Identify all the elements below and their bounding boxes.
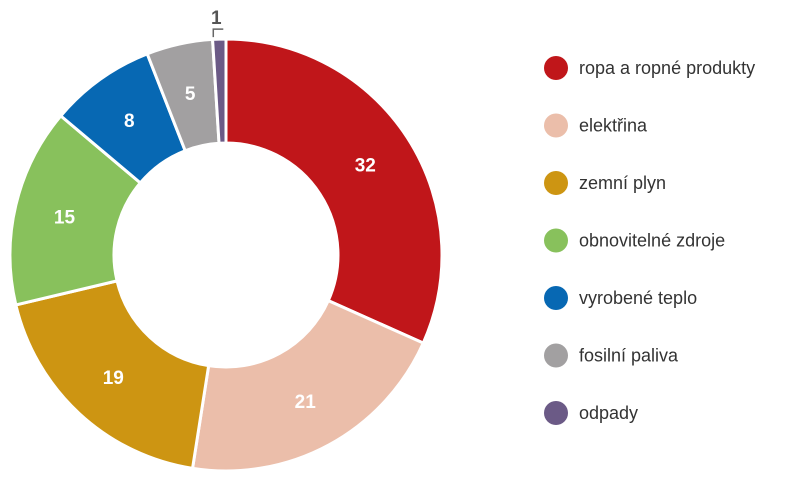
legend-swatch bbox=[544, 113, 568, 138]
legend-item-vyrobene-teplo: vyrobené teplo bbox=[544, 286, 697, 310]
data-label-ropa-a-ropne-produkty: 32 bbox=[355, 156, 376, 177]
slice-labels-group: 32 21 19 15 8 5 1 bbox=[54, 8, 376, 413]
slice-odpady bbox=[210, 37, 228, 145]
legend-label: vyrobené teplo bbox=[579, 288, 697, 308]
legend-label: odpady bbox=[579, 403, 638, 423]
slice-elektrina bbox=[190, 298, 426, 473]
callout-line-odpady bbox=[212, 28, 224, 38]
data-label-elektrina: 21 bbox=[295, 392, 317, 413]
data-label-odpady: 1 bbox=[211, 8, 222, 29]
legend-swatch bbox=[544, 343, 568, 368]
data-label-zemni-plyn: 19 bbox=[103, 368, 124, 389]
legend-swatch bbox=[544, 171, 568, 195]
data-label-vyrobene-teplo: 8 bbox=[124, 111, 135, 132]
data-label-obnovitelne-zdroje: 15 bbox=[54, 208, 76, 229]
legend-swatch bbox=[544, 401, 568, 425]
legend: ropa a ropné produkty elektřina zemní plyn… bbox=[544, 56, 755, 425]
legend-item-elektrina: elektřina bbox=[544, 113, 648, 138]
data-label-fosilni-paliva: 5 bbox=[185, 84, 196, 105]
slices-group bbox=[8, 37, 444, 473]
legend-item-obnovitelne-zdroje: obnovitelné zdroje bbox=[544, 228, 725, 253]
legend-swatch bbox=[544, 228, 568, 253]
legend-item-ropa-a-ropne-produkty: ropa a ropné produkty bbox=[544, 56, 755, 80]
slice-ropa-a-ropne-produkty bbox=[224, 37, 444, 346]
legend-label: elektřina bbox=[579, 116, 648, 136]
legend-label: ropa a ropné produkty bbox=[579, 58, 755, 78]
slice-obnovitelne-zdroje bbox=[8, 113, 143, 307]
legend-label: obnovitelné zdroje bbox=[579, 231, 725, 251]
legend-item-fosilni-paliva: fosilní paliva bbox=[544, 343, 679, 368]
legend-label: fosilní paliva bbox=[579, 346, 679, 366]
legend-item-zemni-plyn: zemní plyn bbox=[544, 171, 666, 195]
legend-swatch bbox=[544, 56, 568, 80]
legend-item-odpady: odpady bbox=[544, 401, 638, 425]
legend-swatch bbox=[544, 286, 568, 310]
legend-label: zemní plyn bbox=[579, 173, 666, 193]
slice-zemni-plyn bbox=[14, 279, 211, 471]
